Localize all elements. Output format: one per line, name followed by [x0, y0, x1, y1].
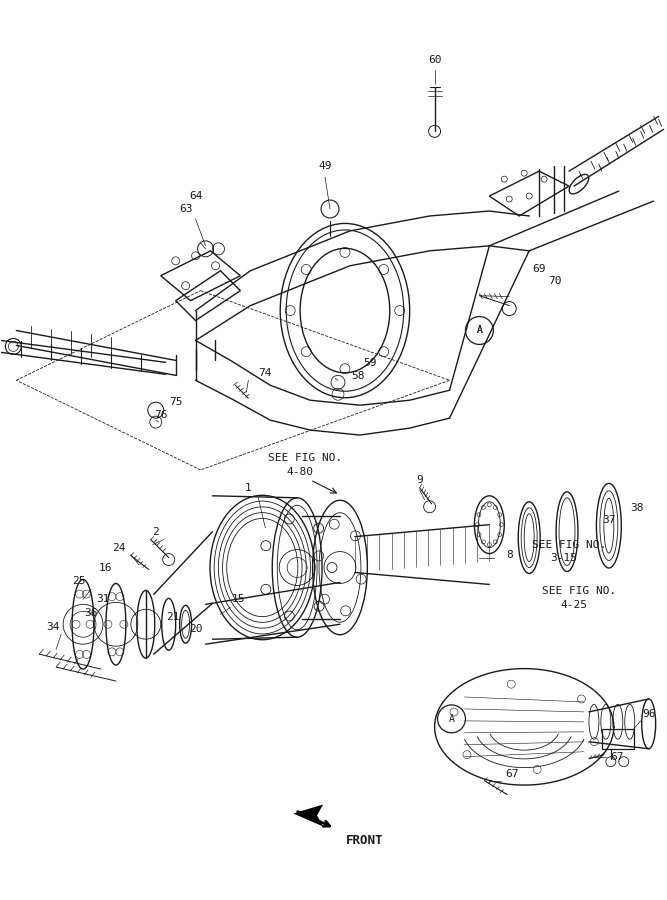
- Text: 67: 67: [610, 752, 624, 761]
- Text: 36: 36: [84, 608, 98, 618]
- Text: SEE FIG NO.: SEE FIG NO.: [268, 453, 342, 463]
- Text: 31: 31: [96, 594, 109, 605]
- Text: SEE FIG NO.: SEE FIG NO.: [532, 540, 606, 550]
- Text: 75: 75: [169, 397, 182, 407]
- Text: A: A: [476, 326, 482, 336]
- Text: 15: 15: [231, 594, 245, 605]
- Text: 63: 63: [179, 204, 192, 214]
- Text: 59: 59: [363, 358, 377, 368]
- Text: 38: 38: [630, 503, 644, 513]
- Text: 64: 64: [189, 191, 202, 201]
- Text: 58: 58: [351, 372, 365, 382]
- Text: 96: 96: [642, 709, 656, 719]
- Polygon shape: [293, 805, 323, 826]
- Text: A: A: [476, 326, 482, 336]
- Text: 60: 60: [428, 55, 442, 65]
- Text: 1: 1: [245, 482, 251, 493]
- Text: 24: 24: [112, 543, 125, 553]
- Text: SEE FIG NO.: SEE FIG NO.: [542, 587, 616, 597]
- Text: 25: 25: [72, 577, 86, 587]
- Text: A: A: [449, 714, 454, 724]
- Text: 34: 34: [47, 622, 60, 633]
- Text: 70: 70: [548, 275, 562, 285]
- Text: 20: 20: [189, 625, 202, 634]
- Text: 67: 67: [506, 769, 519, 778]
- Text: 2: 2: [152, 526, 159, 536]
- Text: 37: 37: [602, 515, 616, 525]
- Text: 4-80: 4-80: [287, 467, 313, 477]
- Text: 16: 16: [99, 562, 113, 572]
- Text: 8: 8: [506, 550, 513, 560]
- Text: 74: 74: [259, 368, 272, 378]
- Text: 76: 76: [154, 410, 167, 420]
- Text: 3-15: 3-15: [550, 553, 578, 562]
- Text: 69: 69: [532, 264, 546, 274]
- Text: FRONT: FRONT: [346, 834, 384, 847]
- Text: 9: 9: [416, 475, 423, 485]
- Text: 4-25: 4-25: [560, 600, 588, 610]
- Text: 49: 49: [318, 161, 331, 171]
- Text: 21: 21: [166, 612, 179, 622]
